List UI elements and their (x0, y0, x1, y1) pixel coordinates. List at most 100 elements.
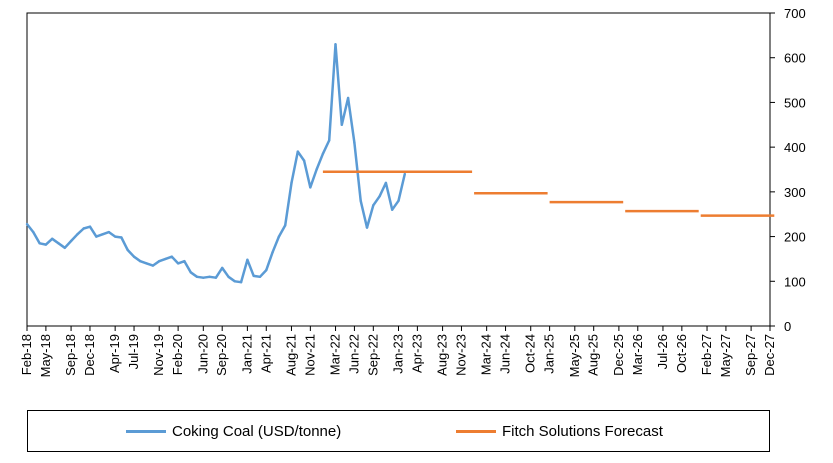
x-tick-label: May-27 (718, 334, 733, 377)
data-point-coking-coal (284, 224, 287, 227)
data-point-coking-coal (189, 271, 192, 274)
x-tick-label: Mar-24 (479, 334, 494, 375)
data-point-coking-coal (25, 222, 29, 226)
data-point-coking-coal (202, 276, 205, 279)
y-tick-label: 300 (784, 185, 806, 200)
x-tick-label: Nov-21 (302, 334, 317, 376)
data-point-coking-coal (403, 172, 406, 176)
x-tick-label: Aug-21 (283, 334, 298, 376)
data-point-coking-coal (239, 281, 243, 284)
x-tick-label: Aug-25 (586, 334, 601, 376)
data-point-coking-coal (221, 266, 224, 270)
data-point-coking-coal (391, 208, 394, 211)
data-point-coking-coal (334, 43, 337, 46)
legend-swatch-coking-coal (126, 430, 166, 433)
data-point-coking-coal (296, 150, 299, 153)
data-point-coking-coal (372, 204, 375, 207)
legend: Coking Coal (USD/tonne) Fitch Solutions … (27, 410, 770, 452)
data-point-coking-coal (271, 251, 274, 254)
data-point-coking-coal (57, 242, 60, 245)
x-axis: Feb-18 May-18 Sep-18 Dec-18 Apr-19 Jul-19 Nov-… (19, 326, 777, 377)
x-tick-label: Nov-23 (453, 334, 468, 376)
data-point-coking-coal (32, 230, 35, 234)
data-point-coking-coal (195, 275, 199, 278)
x-tick-label: Feb-20 (170, 334, 185, 375)
data-point-coking-coal (107, 230, 111, 234)
data-point-coking-coal (365, 226, 369, 229)
data-point-coking-coal (340, 123, 343, 127)
x-tick-label: Jun-22 (346, 334, 361, 374)
data-point-coking-coal (170, 255, 173, 258)
data-point-coking-coal (359, 199, 362, 202)
x-tick-label: Apr-21 (258, 334, 273, 373)
y-tick-label: 400 (784, 140, 806, 155)
data-point-coking-coal (88, 225, 92, 228)
x-tick-label: May-18 (38, 334, 53, 377)
x-tick-label: Jul-19 (126, 334, 141, 369)
legend-item-forecast: Fitch Solutions Forecast (456, 423, 663, 440)
data-point-coking-coal (95, 235, 98, 238)
y-tick-label: 200 (784, 230, 806, 245)
x-tick-label: Sep-18 (63, 334, 78, 376)
x-tick-label: Apr-23 (409, 334, 424, 373)
data-point-coking-coal (126, 248, 129, 252)
data-point-coking-coal (158, 260, 161, 263)
y-axis: 0 100 200 300 400 500 600 700 (770, 6, 806, 334)
data-point-coking-coal (76, 233, 79, 236)
data-point-coking-coal (233, 280, 236, 283)
plot-area (26, 12, 771, 327)
series-layer (25, 43, 775, 284)
data-point-coking-coal (321, 152, 325, 155)
x-tick-label: Jan-23 (391, 334, 406, 374)
y-tick-label: 100 (784, 274, 806, 289)
data-point-coking-coal (183, 260, 186, 263)
y-tick-label: 500 (784, 95, 806, 110)
data-point-coking-coal (315, 168, 318, 171)
data-point-coking-coal (145, 262, 148, 265)
data-point-coking-coal (378, 195, 381, 198)
x-tick-label: Apr-19 (107, 334, 122, 373)
data-point-coking-coal (44, 243, 48, 246)
data-point-coking-coal (384, 181, 388, 185)
x-tick-label: Sep-22 (365, 334, 380, 376)
y-tick-label: 0 (784, 319, 791, 334)
data-point-coking-coal (258, 275, 262, 278)
x-tick-label: Sep-20 (214, 334, 229, 376)
legend-swatch-forecast (456, 430, 496, 433)
data-point-coking-coal (353, 141, 356, 144)
x-tick-label: Mar-26 (630, 334, 645, 375)
data-point-coking-coal (346, 96, 350, 100)
data-point-coking-coal (82, 227, 85, 230)
data-point-coking-coal (176, 262, 180, 265)
x-tick-label: Feb-18 (19, 334, 34, 375)
legend-label-forecast: Fitch Solutions Forecast (502, 423, 663, 440)
data-point-coking-coal (328, 139, 331, 142)
data-point-coking-coal (252, 274, 255, 278)
data-point-coking-coal (214, 276, 218, 279)
x-tick-label: Jan-25 (542, 334, 557, 374)
data-point-coking-coal (277, 235, 281, 238)
data-point-coking-coal (397, 199, 400, 202)
legend-item-coking-coal: Coking Coal (USD/tonne) (126, 423, 341, 440)
y-tick-label: 600 (784, 51, 806, 66)
x-tick-label: Feb-27 (699, 334, 714, 375)
data-point-coking-coal (63, 246, 66, 249)
x-tick-label: Jun-24 (498, 334, 513, 374)
x-tick-label: May-25 (567, 334, 582, 377)
data-point-coking-coal (309, 186, 312, 189)
x-tick-label: Dec-25 (611, 334, 626, 376)
data-point-coking-coal (69, 239, 73, 243)
x-tick-label: Sep-27 (743, 334, 758, 376)
data-point-coking-coal (114, 235, 117, 238)
x-tick-label: Jul-26 (655, 334, 670, 369)
x-tick-label: Oct-24 (523, 334, 538, 373)
data-point-coking-coal (265, 268, 268, 272)
data-point-coking-coal (151, 264, 155, 267)
data-point-coking-coal (208, 275, 211, 278)
data-point-coking-coal (290, 181, 293, 185)
x-tick-label: Jun-20 (195, 334, 210, 374)
x-tick-label: Nov-19 (151, 334, 166, 376)
x-tick-label: Dec-27 (762, 334, 777, 376)
x-tick-label: Mar-22 (328, 334, 343, 375)
